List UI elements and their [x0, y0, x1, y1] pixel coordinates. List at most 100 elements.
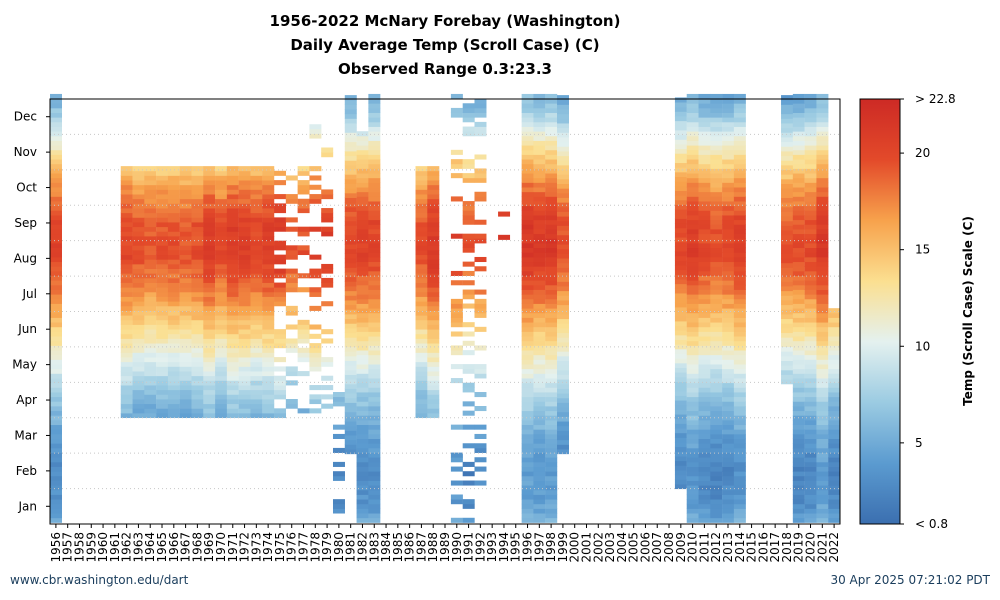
heatmap-cell [521, 117, 534, 123]
heatmap-cell [179, 352, 192, 358]
heatmap-cell [238, 291, 251, 297]
heatmap-cell [698, 396, 711, 402]
heatmap-cell [368, 298, 381, 304]
heatmap-cell [191, 361, 204, 367]
heatmap-cell [250, 277, 263, 283]
heatmap-cell [733, 294, 746, 300]
heatmap-cell [722, 480, 735, 486]
heatmap-cell [156, 189, 169, 195]
heatmap-cell [250, 408, 263, 414]
heatmap-cell [828, 438, 841, 444]
heatmap-cell [462, 173, 475, 179]
heatmap-cell [674, 339, 687, 345]
x-tick-label: 1992 [473, 532, 487, 563]
heatmap-cell [368, 419, 381, 426]
heatmap-cell [427, 170, 440, 176]
heatmap-cell [215, 333, 228, 339]
heatmap-cell [722, 415, 735, 421]
heatmap-cell [368, 443, 381, 449]
heatmap-cell [545, 191, 558, 197]
heatmap-cell [710, 396, 723, 402]
footer-url[interactable]: www.cbr.washington.edu/dart [10, 573, 189, 587]
heatmap-cell [309, 347, 322, 353]
heatmap-cell [356, 494, 369, 500]
heatmap-cell [238, 329, 251, 335]
heatmap-cell [792, 112, 805, 118]
heatmap-cell [733, 392, 746, 398]
heatmap-cell [238, 389, 251, 395]
heatmap-cell [167, 357, 180, 363]
heatmap-cell [167, 180, 180, 186]
heatmap-cell [533, 201, 546, 207]
heatmap-cell [226, 249, 239, 256]
heatmap-cell [781, 300, 794, 306]
heatmap-cell [332, 392, 345, 398]
heatmap-cell [144, 287, 157, 293]
heatmap-cell [321, 277, 334, 283]
heatmap-cell [792, 261, 805, 267]
heatmap-cell [427, 343, 440, 349]
heatmap-cell [462, 480, 475, 486]
heatmap-cell [144, 333, 157, 339]
heatmap-cell [816, 159, 829, 165]
heatmap-cell [804, 312, 817, 318]
heatmap-cell [368, 461, 381, 467]
heatmap-cell [722, 224, 735, 230]
heatmap-cell [191, 217, 204, 223]
heatmap-cell [179, 394, 192, 400]
heatmap-cell [698, 242, 711, 249]
heatmap-cell [804, 447, 817, 453]
heatmap-cell [427, 203, 440, 209]
heatmap-cell [274, 375, 287, 381]
heatmap-cell [557, 248, 569, 254]
heatmap-cell [415, 329, 428, 335]
heatmap-cell [50, 499, 62, 505]
heatmap-cell [521, 326, 534, 332]
heatmap-cell [557, 276, 569, 282]
heatmap-cell [828, 392, 841, 398]
heatmap-cell [781, 244, 794, 250]
heatmap-cell [674, 251, 687, 257]
heatmap-cell [297, 170, 310, 176]
heatmap-cell [686, 382, 699, 388]
heatmap-cell [686, 312, 699, 318]
heatmap-cell [533, 317, 546, 323]
heatmap-cell [722, 289, 735, 295]
heatmap-cell [698, 392, 711, 398]
heatmap-cell [250, 175, 263, 181]
heatmap-cell [50, 103, 62, 109]
heatmap-cell [733, 308, 746, 314]
heatmap-cell [781, 118, 794, 124]
heatmap-cell [674, 367, 687, 373]
heatmap-cell [309, 361, 322, 367]
heatmap-cell [804, 270, 817, 276]
heatmap-cell [250, 208, 263, 214]
heatmap-cell [262, 166, 275, 172]
heatmap-cell [450, 317, 463, 323]
heatmap-cell [722, 303, 735, 309]
heatmap-cell [144, 352, 157, 358]
heatmap-cell [356, 401, 369, 407]
heatmap-cell [710, 378, 723, 384]
heatmap-cell [427, 249, 440, 256]
heatmap-cell [167, 170, 180, 176]
heatmap-cell [356, 317, 369, 323]
heatmap-cell [545, 284, 558, 290]
heatmap-cell [686, 210, 699, 216]
heatmap-cell [415, 371, 428, 377]
heatmap-cell [344, 151, 357, 157]
heatmap-cell [321, 212, 334, 218]
heatmap-cell [50, 191, 62, 197]
heatmap-cell [533, 466, 546, 472]
heatmap-cell [167, 380, 180, 386]
heatmap-cell [533, 224, 546, 230]
heatmap-cell [545, 322, 558, 328]
x-tick-label: 1975 [273, 532, 287, 563]
heatmap-cell [545, 215, 558, 221]
heatmap-cell [521, 438, 534, 444]
heatmap-cell [179, 203, 192, 209]
heatmap-cell [462, 131, 475, 137]
heatmap-cell [132, 389, 145, 395]
heatmap-cell [521, 284, 534, 290]
x-tick-label: 1978 [308, 532, 322, 563]
